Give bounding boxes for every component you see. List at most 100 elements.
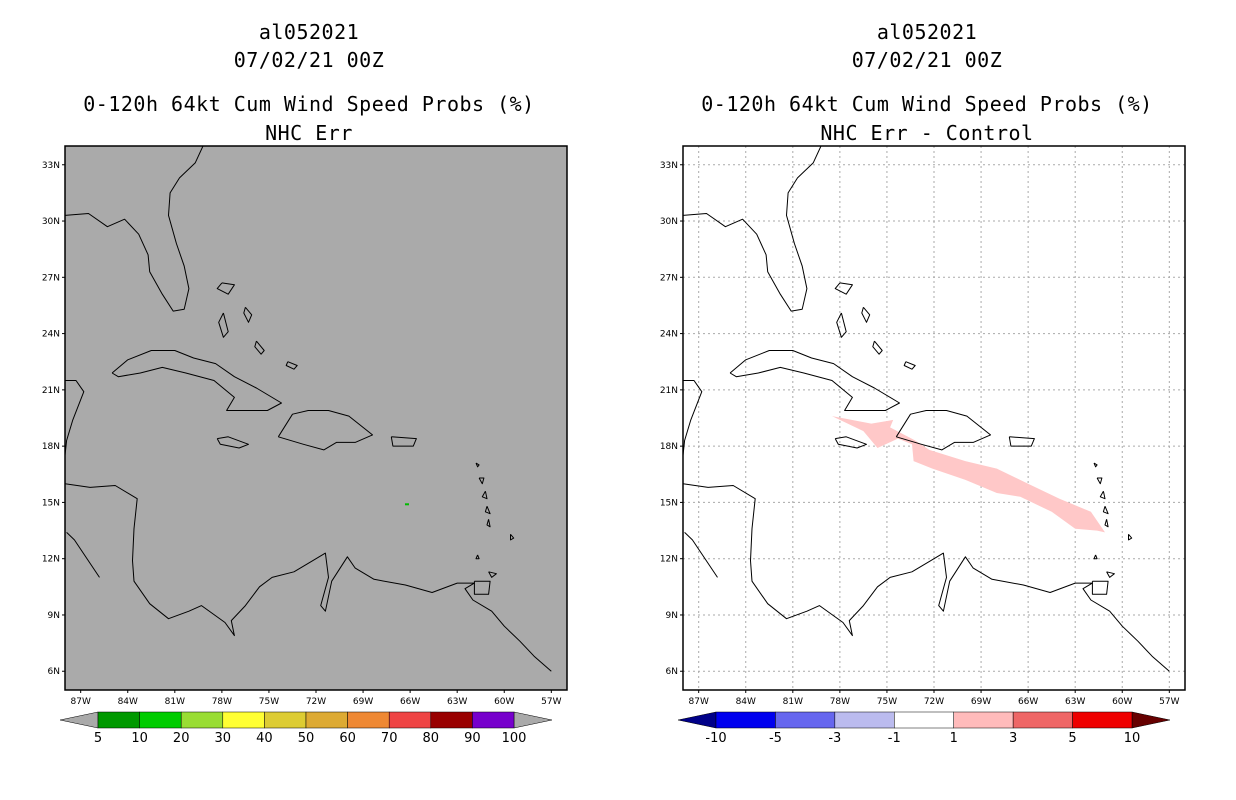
lat-label: 30N [660, 217, 678, 227]
colorbar-segment [472, 711, 515, 729]
lat-label: 24N [660, 330, 678, 340]
colorbar-label: 70 [381, 731, 398, 746]
colorbar-segment [775, 711, 836, 729]
coastline [285, 361, 298, 370]
lat-label: 24N [42, 330, 60, 340]
coastline [65, 380, 85, 456]
coastline [478, 477, 485, 485]
coastline [1008, 436, 1035, 447]
coastline [1093, 554, 1098, 560]
colorbar-segment [1012, 711, 1073, 729]
colorbar-segment [953, 711, 1014, 729]
coastline [216, 436, 249, 449]
lon-label: 57W [541, 697, 561, 707]
colorbar-label: 20 [173, 731, 190, 746]
coastline [1102, 506, 1109, 515]
colorbar-label: 10 [131, 731, 148, 746]
colorbar-label: 5 [1068, 731, 1076, 746]
probability-difference-swath [832, 416, 1105, 533]
colorbar-label: -3 [828, 731, 841, 746]
colorbar-label: 40 [256, 731, 273, 746]
coastline [1091, 580, 1109, 595]
colorbar-left: 5 10 20 30 40 50 60 70 80 90 100 [59, 711, 553, 746]
lon-label: 69W [353, 697, 373, 707]
coastline [390, 436, 417, 447]
lat-label: 9N [48, 611, 60, 621]
coastline [872, 340, 883, 355]
coastline [254, 340, 265, 355]
lat-label: 15N [660, 498, 678, 508]
colorbar-right: -10 -5 -3 -1 1 3 5 10 [677, 711, 1171, 746]
coastline [475, 462, 480, 468]
lat-label: 18N [42, 442, 60, 452]
lat-label: 21N [660, 386, 678, 396]
lat-label: 12N [660, 555, 678, 565]
colorbar-label: 60 [339, 731, 356, 746]
colorbar-label: 30 [215, 731, 232, 746]
coastline [486, 519, 491, 528]
coastline [1093, 462, 1098, 468]
coastline [1099, 490, 1106, 500]
colorbar-label: 5 [94, 731, 102, 746]
coastline [218, 312, 229, 338]
map-plot-left: 33N 30N 27N 24N 21N 18N 15N 12N 9N 6N 87W 84W 81W 78W… [42, 145, 568, 707]
lon-label: 69W [971, 697, 991, 707]
colorbar-segment [388, 711, 432, 729]
colorbar-label: 3 [1009, 731, 1017, 746]
lon-label: 60W [494, 697, 514, 707]
coastline [65, 146, 204, 312]
colorbar-label: 90 [464, 731, 481, 746]
lat-label: 33N [42, 161, 60, 171]
colorbar-label: 100 [502, 731, 527, 746]
lon-label: 72W [924, 697, 944, 707]
coastline [683, 483, 1170, 672]
colorbar-segment [139, 711, 182, 729]
coastline [684, 532, 718, 578]
lon-label: 84W [736, 697, 756, 707]
lat-label: 6N [666, 667, 678, 677]
lon-label: 66W [1018, 697, 1038, 707]
datetime: 07/02/21 00Z [851, 48, 1003, 72]
coastline [488, 571, 497, 578]
colorbar-segment [715, 711, 776, 729]
probability-marker [404, 503, 409, 506]
colorbar-segment [180, 711, 224, 729]
right-panel: al052021 07/02/21 00Z 0-120h 64kt Cum Wi… [618, 0, 1236, 800]
colorbar-label: 10 [1124, 731, 1141, 746]
coastline [903, 361, 916, 370]
colorbar-segment [97, 711, 140, 729]
colorbar-segment [222, 711, 265, 729]
lat-label: 6N [48, 667, 60, 677]
colorbar-label: -10 [705, 731, 726, 746]
lat-label: 12N [42, 555, 60, 565]
coastline [66, 532, 100, 578]
coastline [510, 533, 515, 541]
lat-label: 15N [42, 498, 60, 508]
colorbar-segment [305, 711, 348, 729]
colorbar-label: -1 [888, 731, 901, 746]
colorbar-label: 80 [423, 731, 440, 746]
colorbar-segment [1072, 711, 1133, 729]
datetime: 07/02/21 00Z [233, 48, 385, 72]
lon-label: 84W [118, 697, 138, 707]
coastline [861, 306, 871, 323]
lon-label: 72W [306, 697, 326, 707]
coastline [243, 306, 253, 323]
colorbar-label: -5 [769, 731, 782, 746]
coastline [484, 506, 491, 515]
coastline [475, 554, 480, 560]
left-panel: al052021 07/02/21 00Z 0-120h 64kt Cum Wi… [42, 20, 568, 746]
coastline [834, 436, 867, 449]
coastline [65, 483, 552, 672]
panel-subtitle: NHC Err [265, 121, 353, 145]
lon-label: 78W [212, 697, 232, 707]
lon-label: 63W [1065, 697, 1085, 707]
lon-label: 75W [877, 697, 897, 707]
colorbar-label: 50 [298, 731, 315, 746]
product-title: 0-120h 64kt Cum Wind Speed Probs (%) [701, 92, 1153, 116]
colorbar-arrow-right [513, 711, 553, 729]
coastline [836, 312, 847, 338]
colorbar-arrow-left [59, 711, 99, 729]
coastline [481, 490, 488, 500]
lon-label: 78W [830, 697, 850, 707]
